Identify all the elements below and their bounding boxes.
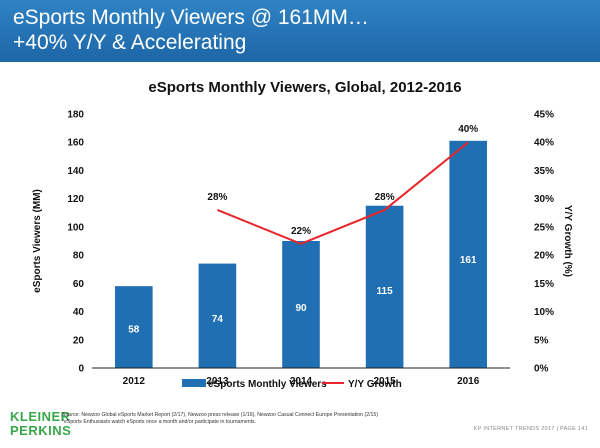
y2-tick-label: 0% xyxy=(534,364,549,375)
bar-value-label: 161 xyxy=(460,255,477,266)
page-label: KP INTERNET TRENDS 2017 | PAGE 141 xyxy=(473,426,588,432)
y-tick-label: 60 xyxy=(73,279,85,290)
chart-title: eSports Monthly Viewers, Global, 2012-20… xyxy=(148,79,461,96)
x-tick-label: 2016 xyxy=(457,376,480,387)
y2-tick-label: 20% xyxy=(534,251,554,262)
bar xyxy=(282,241,320,368)
bar xyxy=(198,263,237,368)
bar xyxy=(114,286,153,368)
x-tick-label: 2012 xyxy=(123,376,146,387)
legend-line-label: Y/Y Growth xyxy=(348,379,402,390)
y-tick-label: 100 xyxy=(67,222,84,233)
chart: eSports Monthly Viewers, Global, 2012-20… xyxy=(32,79,573,390)
growth-line xyxy=(217,141,469,245)
y-tick-label: 140 xyxy=(67,166,84,177)
kleiner-perkins-logo: KLEINER PERKINS xyxy=(10,410,71,438)
source-note: Source: Newzoo Global eSports Market Rep… xyxy=(62,412,462,426)
source-line-2: *eSports Enthusiasts watch eSports once … xyxy=(62,419,257,425)
y2-tick-label: 10% xyxy=(534,307,554,318)
y2-tick-label: 30% xyxy=(534,194,554,205)
y2-tick-label: 45% xyxy=(534,110,554,121)
y2-axis-title: Y/Y Growth (%) xyxy=(562,205,573,277)
bar-value-label: 90 xyxy=(295,303,307,314)
source-line-1: Source: Newzoo Global eSports Market Rep… xyxy=(62,412,379,418)
logo-line-1: KLEINER xyxy=(10,409,71,424)
legend-bar-swatch xyxy=(182,379,206,387)
growth-value-label: 40% xyxy=(458,124,478,135)
slide-title-line-2: +40% Y/Y & Accelerating xyxy=(13,31,247,54)
y-tick-label: 80 xyxy=(73,251,85,262)
growth-value-label: 22% xyxy=(291,226,311,237)
y2-tick-label: 25% xyxy=(534,222,554,233)
x-tick-label: 2014 xyxy=(290,376,313,387)
x-tick-label: 2013 xyxy=(206,376,229,387)
bar xyxy=(449,140,488,368)
title-banner: eSports Monthly Viewers @ 161MM… +40% Y/… xyxy=(0,0,600,62)
y-tick-label: 160 xyxy=(67,138,84,149)
y-tick-label: 120 xyxy=(67,194,84,205)
y2-tick-label: 35% xyxy=(534,166,554,177)
y2-tick-label: 40% xyxy=(534,138,554,149)
bar xyxy=(365,205,404,368)
y-axis-title: eSports Viewers (MM) xyxy=(32,189,43,293)
bar-value-label: 58 xyxy=(128,325,140,336)
y-tick-label: 20 xyxy=(73,335,85,346)
x-tick-label: 2015 xyxy=(373,376,396,387)
y2-tick-label: 5% xyxy=(534,335,549,346)
slide-title-line-1: eSports Monthly Viewers @ 161MM… xyxy=(13,6,369,29)
growth-value-label: 28% xyxy=(375,192,395,203)
y-tick-label: 180 xyxy=(67,110,84,121)
y-tick-label: 0 xyxy=(78,364,84,375)
logo-line-2: PERKINS xyxy=(10,423,72,438)
bar-value-label: 115 xyxy=(377,286,394,297)
legend-bar-label: eSports Monthly Viewers xyxy=(208,379,327,390)
y2-tick-label: 15% xyxy=(534,279,554,290)
bar-value-label: 74 xyxy=(212,314,224,325)
growth-value-label: 28% xyxy=(207,192,227,203)
y-tick-label: 40 xyxy=(73,307,85,318)
